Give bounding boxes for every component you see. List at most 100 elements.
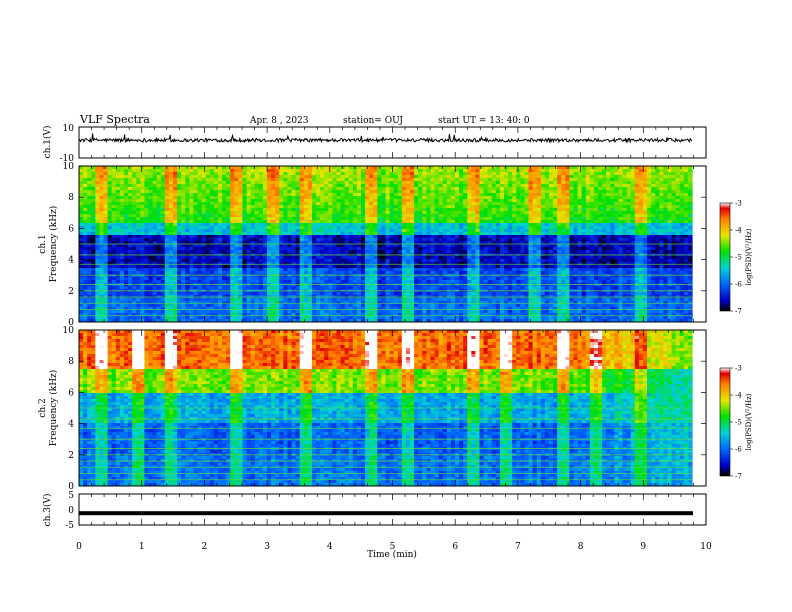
spectrogram-cell [512,256,517,260]
spectrogram-cell [254,247,260,251]
spectrogram-cell [618,244,624,248]
spectrogram-cell [512,184,517,188]
spectrogram-cell [651,205,656,209]
spectrogram-cell [565,247,570,251]
spectrogram-cell [328,238,333,242]
spectrogram-cell [430,226,436,230]
spectrogram-cell [520,214,526,218]
spectrogram-cell [205,181,211,185]
spectrogram-cell [577,181,583,185]
spectrogram-cell [467,238,472,242]
spectrogram-cell [328,235,333,239]
spectrogram-cell [336,166,342,170]
spectrogram-cell [667,244,673,248]
spectrogram-cell [544,166,550,170]
spectrogram-cell [663,190,669,194]
spectrogram-cell [328,244,333,248]
spectrogram-cell [565,235,570,239]
spectrogram-cell [119,250,125,254]
spectrogram-cell [532,196,538,200]
spectrogram-cell [589,217,595,221]
spectrogram-cell [679,214,685,218]
spectrogram-cell [287,220,293,224]
spectrogram-cell [536,187,542,191]
spectrogram-cell [95,220,101,224]
spectrogram-cell [181,169,186,173]
spectrogram-cell [569,232,575,236]
spectrogram-cell [365,238,370,242]
spectrogram-cell [201,172,207,176]
spectrogram-cell [561,232,566,236]
spectrogram-cell [189,193,195,197]
spectrogram-cell [148,238,154,242]
spectrogram-cell [683,214,689,218]
spectrogram-cell [573,232,579,236]
spectrogram-cell [622,229,628,233]
spectrogram-cell [360,241,366,245]
spectrogram-cell [91,238,96,242]
spectrogram-cell [156,190,162,194]
spectrogram-cell [369,244,374,248]
spectrogram-cell [393,181,399,185]
spectrogram-cell [532,214,538,218]
spectrogram-cell [614,217,620,221]
spectrogram-cell [516,241,521,245]
spectrogram-cell [132,187,137,191]
spectrogram-cell [209,196,215,200]
spectrogram-cell [454,238,460,242]
spectrogram-cell [185,208,190,212]
spectrogram-cell [299,193,305,197]
spectrogram-cell [299,211,305,215]
spectrogram-cell [459,196,464,200]
spectrogram-cell [307,202,313,206]
spectrogram-cell [663,166,669,170]
spectrogram-cell [213,196,219,200]
spectrogram-cell [598,172,603,176]
spectrogram-cell [508,247,513,251]
spectrogram-cell [679,178,685,182]
spectrogram-cell [418,241,423,245]
spectrogram-cell [91,193,96,197]
spectrogram-cell [140,190,145,194]
spectrogram-cell [279,211,284,215]
spectrogram-cell [642,184,648,188]
spectrogram-cell [495,190,501,194]
spectrogram-cell [242,202,248,206]
spectrogram-cell [434,190,440,194]
spectrogram-cell [132,205,137,209]
spectrogram-cell [659,175,664,179]
spectrogram-cell [475,226,481,230]
spectrogram-cell [258,205,264,209]
spectrogram-cell [352,187,358,191]
spectrogram-cell [602,229,607,233]
spectrogram-cell [397,250,403,254]
spectrogram-cell [83,199,88,203]
spectrogram-cell [548,184,554,188]
spectrogram-cell [418,208,423,212]
spectrogram-cell [606,178,611,182]
spectrogram-cell [671,208,677,212]
spectrogram-cell [540,226,546,230]
spectrogram-cell [618,202,624,206]
spectrogram-cell [279,223,284,227]
spectrogram-cell [83,250,88,254]
spectrogram-cell [238,196,244,200]
spectrogram-cell [520,205,526,209]
spectrogram-cell [393,172,399,176]
spectrogram-cell [242,211,248,215]
spectrogram-cell [160,169,166,173]
spectrogram-cell [291,244,297,248]
spectrogram-cell [418,235,423,239]
spectrogram-cell [565,217,570,221]
spectrogram-cell [156,202,162,206]
spectrogram-cell [197,175,203,179]
spectrogram-cell [512,259,517,263]
spectrogram-cell [348,217,354,221]
spectrogram-cell [148,214,154,218]
spectrogram-cell [320,184,325,188]
spectrogram-cell [581,229,587,233]
spectrogram-cell [123,217,129,221]
spectrogram-cell [483,247,489,251]
spectrogram-cell [475,217,481,221]
spectrogram-cell [393,199,399,203]
